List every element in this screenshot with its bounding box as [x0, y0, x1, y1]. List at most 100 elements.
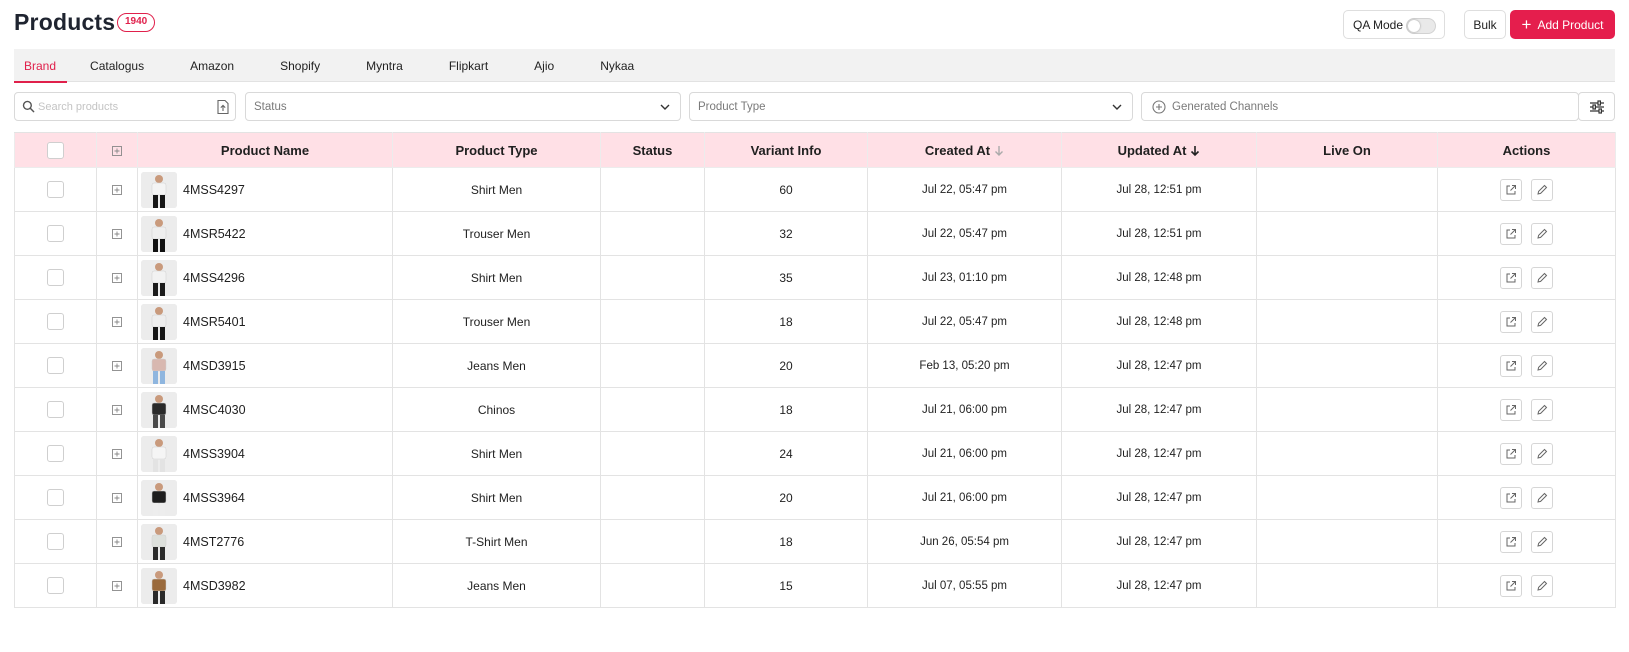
table-row[interactable]: 4MSC4030 Chinos 18 Jul 21, 06:00 pm Jul 28, …: [14, 387, 1616, 432]
plus-square-icon[interactable]: [112, 537, 122, 548]
plus-square-icon[interactable]: [112, 493, 122, 504]
qa-mode-toggle[interactable]: QA Mode: [1343, 10, 1445, 39]
tab-nykaa[interactable]: Nykaa: [577, 49, 657, 82]
product-thumbnail[interactable]: [141, 347, 177, 384]
product-thumbnail[interactable]: [141, 435, 177, 472]
edit-product-button[interactable]: [1531, 442, 1553, 465]
table-row[interactable]: 4MSS4297 Shirt Men 60 Jul 22, 05:47 pm Jul 2…: [14, 167, 1616, 212]
open-product-button[interactable]: [1500, 442, 1522, 465]
col-product-name[interactable]: Product Name: [137, 132, 393, 168]
edit-product-button[interactable]: [1531, 178, 1553, 201]
table-row[interactable]: 4MSS4296 Shirt Men 35 Jul 23, 01:10 pm Jul 2…: [14, 255, 1616, 300]
product-thumbnail[interactable]: [141, 567, 177, 604]
search-input[interactable]: [38, 99, 208, 115]
edit-product-button[interactable]: [1531, 266, 1553, 289]
product-thumbnail[interactable]: [141, 303, 177, 340]
product-thumbnail[interactable]: [141, 259, 177, 296]
tab-shopify[interactable]: Shopify: [257, 49, 343, 82]
product-type-select[interactable]: Product Type: [689, 92, 1133, 121]
tab-myntra[interactable]: Myntra: [343, 49, 426, 82]
column-settings-button[interactable]: [1578, 92, 1615, 121]
open-product-button[interactable]: [1500, 354, 1522, 377]
col-updated-at[interactable]: Updated At: [1061, 132, 1257, 168]
tab-catalogus[interactable]: Catalogus: [67, 49, 167, 82]
search-box[interactable]: [14, 92, 236, 121]
open-product-button[interactable]: [1500, 574, 1522, 597]
edit-product-button[interactable]: [1531, 486, 1553, 509]
row-checkbox[interactable]: [47, 489, 64, 506]
col-live-on[interactable]: Live On: [1256, 132, 1438, 168]
row-checkbox[interactable]: [47, 225, 64, 242]
qa-mode-switch[interactable]: [1406, 18, 1436, 34]
product-name[interactable]: 4MSC4030: [183, 402, 246, 417]
product-thumbnail[interactable]: [141, 171, 177, 208]
plus-square-icon[interactable]: [112, 146, 122, 157]
open-product-button[interactable]: [1500, 310, 1522, 333]
product-name[interactable]: 4MSS4296: [183, 270, 245, 285]
status-select[interactable]: Status: [245, 92, 681, 121]
product-name[interactable]: 4MSR5422: [183, 226, 246, 241]
row-checkbox[interactable]: [47, 269, 64, 286]
edit-product-button[interactable]: [1531, 354, 1553, 377]
arrow-down-icon[interactable]: [1190, 145, 1200, 157]
table-row[interactable]: 4MSS3964 Shirt Men 20 Jul 21, 06:00 pm Jul 2…: [14, 475, 1616, 520]
edit-product-button[interactable]: [1531, 574, 1553, 597]
product-name[interactable]: 4MSD3982: [183, 578, 246, 593]
col-product-type[interactable]: Product Type: [392, 132, 601, 168]
product-thumbnail[interactable]: [141, 479, 177, 516]
tab-amazon[interactable]: Amazon: [167, 49, 257, 82]
plus-square-icon[interactable]: [112, 581, 122, 592]
edit-product-button[interactable]: [1531, 398, 1553, 421]
product-thumbnail[interactable]: [141, 391, 177, 428]
tab-brand[interactable]: Brand: [14, 49, 68, 83]
edit-product-button[interactable]: [1531, 310, 1553, 333]
bulk-button[interactable]: Bulk: [1464, 10, 1506, 39]
edit-product-button[interactable]: [1531, 222, 1553, 245]
row-checkbox[interactable]: [47, 577, 64, 594]
product-thumbnail[interactable]: [141, 215, 177, 252]
col-variant-info[interactable]: Variant Info: [704, 132, 868, 168]
arrow-down-icon[interactable]: [994, 145, 1004, 157]
open-product-button[interactable]: [1500, 530, 1522, 553]
row-checkbox[interactable]: [47, 181, 64, 198]
plus-square-icon[interactable]: [112, 273, 122, 284]
table-row[interactable]: 4MSS3904 Shirt Men 24 Jul 21, 06:00 pm Jul 2…: [14, 431, 1616, 476]
add-product-button[interactable]: + Add Product: [1510, 10, 1615, 39]
plus-square-icon[interactable]: [112, 405, 122, 416]
col-status[interactable]: Status: [600, 132, 705, 168]
row-checkbox[interactable]: [47, 533, 64, 550]
open-product-button[interactable]: [1500, 398, 1522, 421]
table-row[interactable]: 4MSD3915 Jeans Men 20 Feb 13, 05:20 pm Jul 2…: [14, 343, 1616, 388]
product-name[interactable]: 4MSD3915: [183, 358, 246, 373]
select-all-checkbox[interactable]: [47, 141, 64, 159]
plus-square-icon[interactable]: [112, 185, 122, 196]
product-name[interactable]: 4MSS3904: [183, 446, 245, 461]
tab-ajio[interactable]: Ajio: [511, 49, 577, 82]
plus-square-icon[interactable]: [112, 449, 122, 460]
open-product-button[interactable]: [1500, 222, 1522, 245]
edit-product-button[interactable]: [1531, 530, 1553, 553]
open-product-button[interactable]: [1500, 486, 1522, 509]
table-row[interactable]: 4MSR5422 Trouser Men 32 Jul 22, 05:47 pm Jul…: [14, 211, 1616, 256]
open-product-button[interactable]: [1500, 266, 1522, 289]
plus-square-icon[interactable]: [112, 317, 122, 328]
upload-file-icon[interactable]: [216, 99, 230, 115]
plus-square-icon[interactable]: [112, 229, 122, 240]
row-checkbox[interactable]: [47, 445, 64, 462]
row-checkbox[interactable]: [47, 313, 64, 330]
table-row[interactable]: 4MSR5401 Trouser Men 18 Jul 22, 05:47 pm Jul…: [14, 299, 1616, 344]
product-thumbnail[interactable]: [141, 523, 177, 560]
row-checkbox[interactable]: [47, 401, 64, 418]
row-checkbox[interactable]: [47, 357, 64, 374]
product-name[interactable]: 4MSR5401: [183, 314, 246, 329]
tab-flipkart[interactable]: Flipkart: [426, 49, 511, 82]
generated-channels-select[interactable]: Generated Channels: [1141, 92, 1579, 121]
plus-square-icon[interactable]: [112, 361, 122, 372]
product-name[interactable]: 4MSS3964: [183, 490, 245, 505]
table-row[interactable]: 4MST2776 T-Shirt Men 18 Jun 26, 05:54 pm Jul…: [14, 519, 1616, 564]
table-row[interactable]: 4MSD3982 Jeans Men 15 Jul 07, 05:55 pm Jul 2…: [14, 563, 1616, 608]
product-name[interactable]: 4MST2776: [183, 534, 245, 549]
col-created-at[interactable]: Created At: [867, 132, 1062, 168]
open-product-button[interactable]: [1500, 178, 1522, 201]
product-name[interactable]: 4MSS4297: [183, 182, 245, 197]
